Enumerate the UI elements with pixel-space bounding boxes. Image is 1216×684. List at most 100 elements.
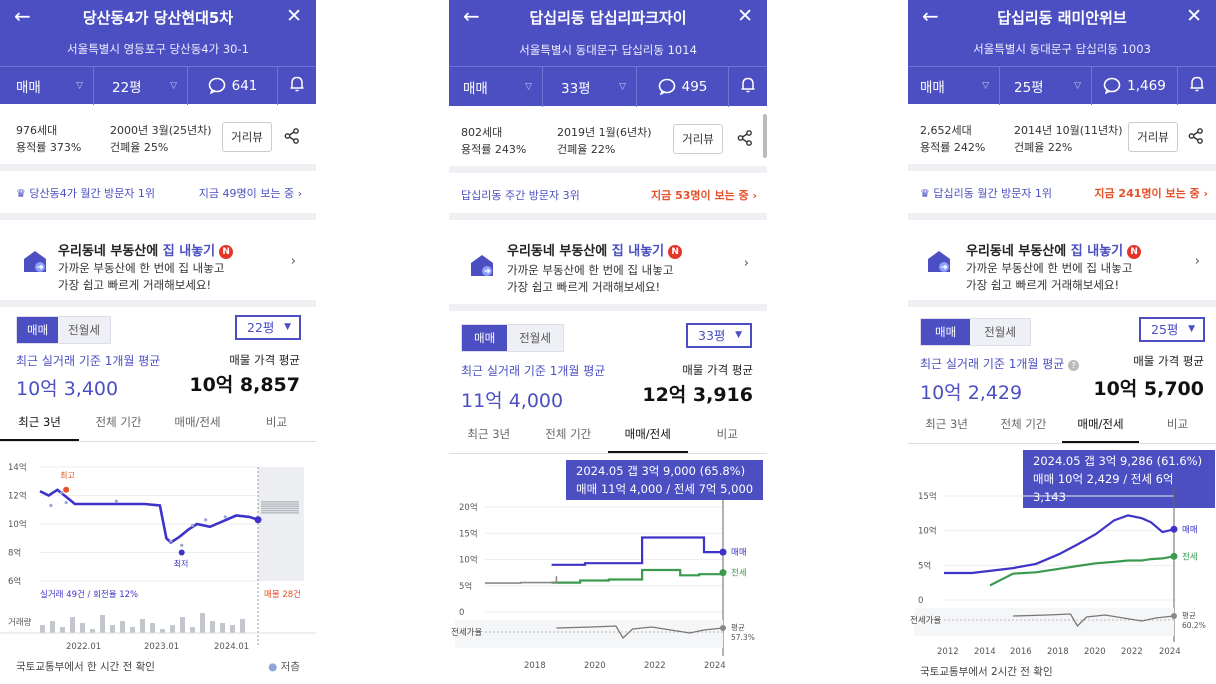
size-dropdown[interactable]: 33평 ▽ [543,66,637,107]
bell-icon[interactable] [1178,75,1216,96]
street-view-button[interactable]: 거리뷰 [222,122,272,152]
listing-promo-banner[interactable]: 우리동네 부동산에 집 내놓기 N 가까운 부동산에 한 번에 집 내놓고 가장 쉽… [908,220,1216,300]
size-select[interactable]: 33평 ▼ [686,323,752,348]
visitor-rank-bar[interactable]: ♛ 당산동4가 월간 방문자 1위 지금 49명이 보는 중 › [0,171,316,213]
viewers-now[interactable]: 지금 53명이 보는 중 › [651,189,757,202]
size-select[interactable]: 25평 ▼ [1139,317,1205,342]
tab-sale-jeonse[interactable]: 매매/전세 [174,415,221,429]
tab-sale-jeonse[interactable]: 매매/전세 [1062,416,1139,443]
tab-compare[interactable]: 비교 [1166,417,1189,431]
ratio-end-label: 평균 [1182,610,1196,620]
viewers-now[interactable]: 지금 241명이 보는 중 › [1094,187,1208,200]
ratio-end-value: 60.2% [1182,621,1206,630]
complex-address: 서울특별시 동대문구 답십리동 1003 [973,42,1151,56]
x-tick-label: 2022 [644,661,666,671]
ratio-strip [914,608,1174,636]
listing-promo-banner[interactable]: 우리동네 부동산에 집 내놓기 N 가까운 부동산에 한 번에 집 내놓고 가장 쉽… [0,220,316,300]
comments-button[interactable]: 495 [637,66,729,107]
volume-bar [170,625,175,633]
deal-type-dropdown[interactable]: 매매 ▽ [908,66,1000,105]
share-icon[interactable] [1188,128,1204,149]
comment-count: 641 [231,77,258,94]
info-icon[interactable]: ? [1068,360,1080,371]
x-tick-label: 2016 [1010,647,1032,657]
tab-recent-3y[interactable]: 최근 3년 [467,427,511,441]
jeonse-ratio-label: 전세가율 [451,627,482,638]
volume-bar [120,621,125,633]
comments-button[interactable]: 1,469 [1092,66,1178,105]
recent-trade-label: 최근 실거래 기준 1개월 평균 ? [920,355,1080,372]
scrollbar[interactable] [763,114,767,158]
volume-bar [130,627,135,633]
tab-recent-3y[interactable]: 최근 3년 [0,414,79,441]
speech-bubble-icon [658,78,675,95]
chart-tabs: 최근 3년 전체 기간 매매/전세 비교 [449,426,767,454]
back-arrow-icon[interactable]: ← [922,4,939,28]
chevron-right-icon: › [290,254,296,269]
share-icon[interactable] [737,130,753,151]
panel-2: ← 답십리동 답십리파크자이 ✕ 서울특별시 동대문구 답십리동 1014 매매… [449,0,767,684]
toggle-sale[interactable]: 매매 [462,325,508,351]
bell-icon[interactable] [729,76,767,97]
bell-icon[interactable] [278,75,316,96]
tab-all-period[interactable]: 전체 기간 [1000,417,1047,431]
sale-rent-toggle[interactable]: 매매 전월세 [461,324,564,352]
max-marker [63,486,70,493]
toggle-jeonse[interactable]: 전월세 [507,325,563,351]
listing-bar [261,505,299,507]
size-dropdown[interactable]: 22평 ▽ [94,66,188,105]
ratio-end-label: 평균 [731,622,745,632]
tab-all-period[interactable]: 전체 기간 [545,427,592,441]
size-dropdown[interactable]: 25평 ▽ [1000,66,1092,105]
recent-trade-label: 최근 실거래 기준 1개월 평균 [16,354,161,368]
sale-rent-toggle[interactable]: 매매 전월세 [920,318,1031,346]
speech-bubble-icon [1103,77,1121,94]
street-view-button[interactable]: 거리뷰 [1128,122,1178,152]
deal-type-dropdown[interactable]: 매매 ▽ [449,66,543,107]
volume-bar [110,625,115,633]
ratio-end-value: 57.3% [731,633,755,642]
legend-low-floor: ● 저층 [268,661,300,673]
chart-tooltip: 2024.05 갭 3억 9,000 (65.8%) 매매 11억 4,000 … [565,459,765,501]
close-icon[interactable]: ✕ [286,5,302,27]
back-arrow-icon[interactable]: ← [14,4,31,28]
sale-rent-toggle[interactable]: 매매 전월세 [16,316,111,344]
x-tick-label: 2024.01 [214,642,249,652]
toggle-sale[interactable]: 매매 [17,317,59,343]
min-marker [178,549,185,556]
close-icon[interactable]: ✕ [737,5,753,27]
back-arrow-icon[interactable]: ← [463,4,480,28]
y-tick-label: 8억 [8,548,21,559]
floor-area-ratio: 용적률 243% [461,143,527,156]
volume-bar [210,621,215,633]
x-tick-label: 2014 [974,647,996,657]
close-icon[interactable]: ✕ [1186,5,1202,27]
toggle-jeonse[interactable]: 전월세 [970,319,1030,345]
visitor-rank-bar[interactable]: 답십리동 주간 방문자 3위 지금 53명이 보는 중 › [449,173,767,213]
volume-bar [160,629,165,633]
listing-promo-banner[interactable]: 우리동네 부동산에 집 내놓기 N 가까운 부동산에 한 번에 집 내놓고 가장 쉽… [449,220,767,304]
triangle-down-icon: ▼ [735,330,742,340]
share-icon[interactable] [284,128,300,149]
toggle-sale[interactable]: 매매 [921,319,971,345]
y-tick-label: 20억 [459,502,478,513]
deal-type-label: 매매 [16,79,41,96]
volume-bar [60,627,65,633]
size-select[interactable]: 22평 ▼ [235,315,301,340]
toggle-jeonse[interactable]: 전월세 [58,317,110,343]
tab-recent-3y[interactable]: 최근 3년 [925,417,968,431]
street-view-button[interactable]: 거리뷰 [673,124,723,154]
tab-all-period[interactable]: 전체 기간 [95,415,142,429]
deal-type-dropdown[interactable]: 매매 ▽ [0,66,94,105]
viewers-now[interactable]: 지금 49명이 보는 중 › [198,187,302,200]
comments-button[interactable]: 641 [188,66,278,105]
visitor-rank-bar[interactable]: ♛ 답십리동 월간 방문자 1위 지금 241명이 보는 중 › [908,171,1216,213]
tab-sale-jeonse[interactable]: 매매/전세 [608,426,688,453]
sale-series-label: 매매 [1182,525,1198,535]
tab-compare[interactable]: 비교 [716,427,738,441]
floor-area-ratio: 용적률 242% [920,141,986,154]
tab-compare[interactable]: 비교 [265,415,288,429]
